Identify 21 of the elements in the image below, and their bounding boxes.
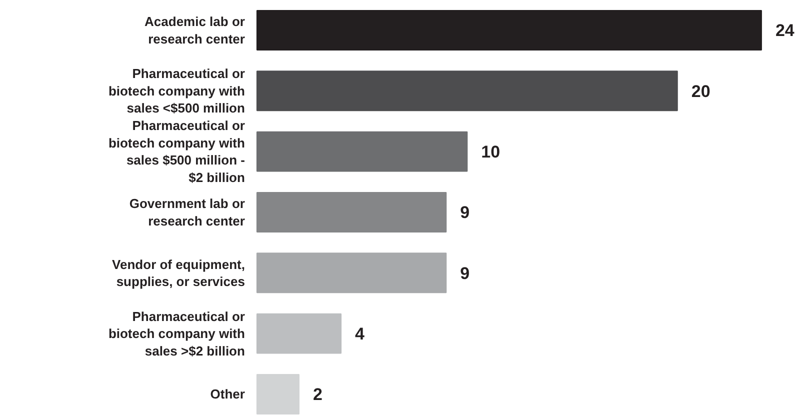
data-label: 9	[460, 264, 470, 283]
data-label: 20	[691, 82, 710, 101]
bar	[256, 313, 342, 354]
data-label: 9	[460, 203, 470, 222]
bar	[256, 70, 678, 112]
bar	[256, 374, 300, 414]
y-tick-label: Vendor of equipment, supplies, or services	[112, 256, 245, 290]
bar	[256, 10, 762, 50]
y-tick-label: Academic lab or research center	[144, 14, 245, 46]
data-label: 10	[481, 142, 500, 162]
y-tick-label: Government lab or research center	[129, 196, 245, 228]
bar	[256, 192, 447, 232]
y-tick-label: Pharmaceutical or biotech company with sales $500 million - $2 billion	[108, 118, 246, 185]
y-tick-label: Pharmaceutical or biotech company with sales <$500 million	[108, 66, 246, 116]
y-tick-label: Other	[210, 386, 245, 402]
bar	[256, 131, 468, 172]
y-tick-label: Pharmaceutical or biotech company with sales >$2 billion	[108, 308, 246, 358]
data-label: 2	[312, 385, 322, 404]
data-label: 4	[355, 324, 366, 344]
bar	[256, 252, 447, 294]
data-label: 24	[775, 21, 795, 40]
